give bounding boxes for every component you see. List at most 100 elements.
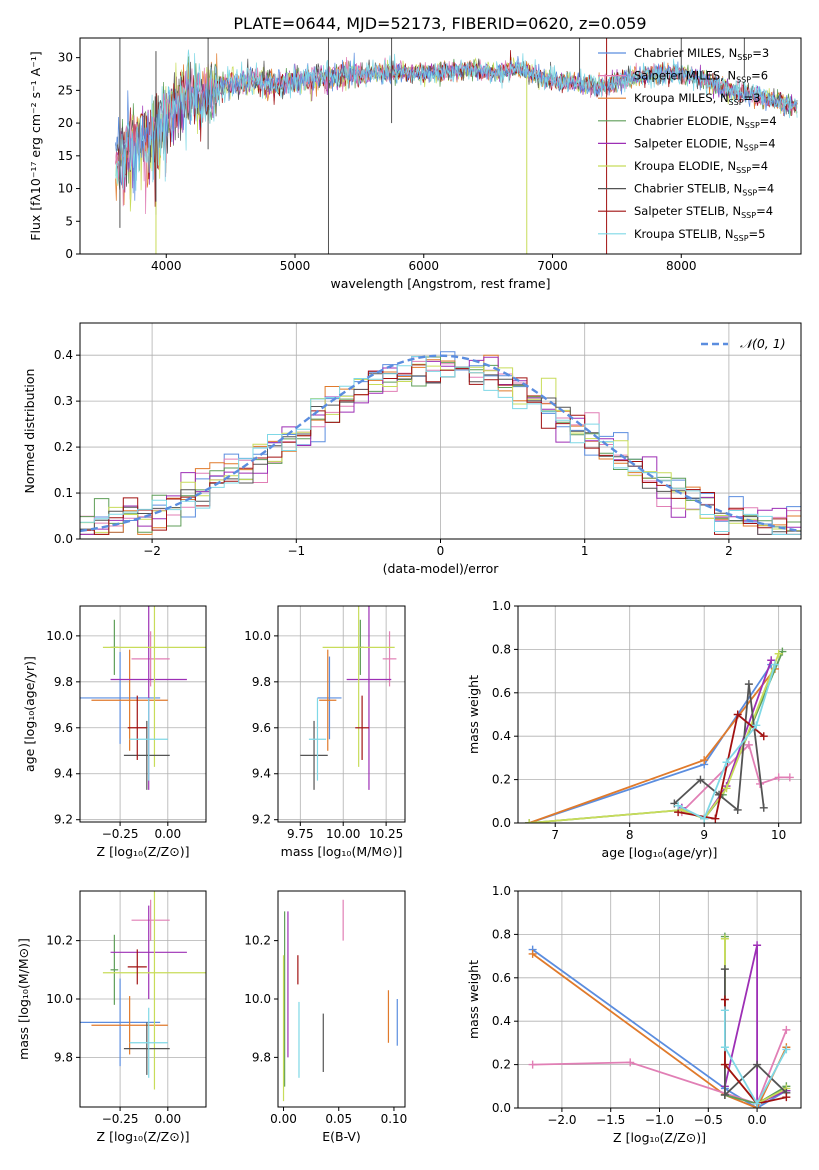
- y-tick-label: 0.4: [492, 729, 511, 743]
- x-tick-label: 0.00: [154, 827, 181, 841]
- y-tick-label: 9.6: [252, 721, 271, 735]
- weight-marker: [782, 1025, 791, 1034]
- y-tick-label: 0.2: [54, 440, 73, 454]
- y-tick-label: 9.8: [252, 1050, 271, 1064]
- y-tick-label: 0.0: [54, 532, 73, 546]
- x-axis-label: Z [log₁₀(Z/Z⊙)]: [97, 1129, 190, 1144]
- y-tick-label: 1.0: [492, 599, 511, 613]
- weight-marker: [700, 814, 709, 823]
- x-tick-label: 4000: [151, 259, 182, 273]
- weight-marker: [674, 801, 683, 810]
- errorbar-salpeter-elodie: [110, 905, 187, 999]
- weight-marker: [782, 1045, 791, 1054]
- y-axis-label: mass weight: [466, 675, 481, 754]
- panel-residuals: −2 −1 0 1 2 0.0 0.1 0.2 0.3 0.4 (data-model)/error…: [22, 322, 802, 576]
- x-tick-label: 0.05: [325, 1112, 352, 1126]
- plot-content-spectrum: [115, 38, 798, 254]
- y-tick-label: 0.3: [54, 394, 73, 408]
- x-tick-label: 0.0: [748, 1113, 767, 1127]
- y-axis-label: Flux [fλ10⁻¹⁷ erg cm⁻² s⁻¹ A⁻¹]: [28, 51, 43, 240]
- y-tick-label: 0.0: [492, 1101, 511, 1115]
- y-tick-label: 9.8: [54, 675, 73, 689]
- weight-line: [724, 945, 787, 1106]
- x-tick-label: 6000: [408, 259, 439, 273]
- weight-marker: [626, 1058, 635, 1067]
- y-axis-label: Normed distribution: [22, 369, 37, 494]
- x-axis-label: (data-model)/error: [383, 561, 500, 576]
- x-tick-label: −2.0: [547, 1113, 576, 1127]
- errorbar-kroupa-stelib: [129, 1007, 168, 1078]
- y-axis-label: age [log₁₀(age/yr)]: [22, 656, 37, 772]
- x-tick-label: 10: [771, 828, 786, 842]
- weight-marker: [744, 740, 753, 749]
- spectrum-line-chabrier-miles: [115, 52, 798, 201]
- weight-marker: [752, 721, 761, 730]
- axes-frame: [79, 37, 802, 255]
- y-tick-label: 0.6: [492, 686, 511, 700]
- panel-age-mass: 9.75 10.00 10.25 9.2 9.4 9.6 9.8 10.0 mass [log₁…: [244, 605, 406, 859]
- errorbar-chabrier-stelib: [123, 720, 170, 790]
- errorbar-kroupa-stelib: [129, 697, 168, 781]
- x-tick-label: 7: [551, 828, 559, 842]
- legend-label: Salpeter MILES, NSSP=6: [634, 69, 768, 85]
- plot-content-weight-age: [525, 647, 794, 823]
- y-tick-label: 0.0: [492, 816, 511, 830]
- y-tick-label: 10: [58, 182, 73, 196]
- x-tick-label: 0: [437, 544, 445, 558]
- x-axis-label: E(B-V): [322, 1129, 361, 1144]
- x-tick-label: −0.25: [102, 827, 139, 841]
- x-tick-label: 9: [700, 828, 708, 842]
- y-axis-label: mass [log₁₀(M/M⊙)]: [16, 938, 31, 1060]
- x-tick-label: −2: [143, 544, 161, 558]
- panel-mass-ebv: 0.00 0.05 0.10 9.8 10.0 10.2 E(B-V): [244, 890, 407, 1144]
- errorbar-salpeter-stelib: [355, 695, 369, 760]
- x-axis-label: age [log₁₀(age/yr)]: [602, 845, 718, 860]
- y-tick-label: 9.8: [252, 675, 271, 689]
- y-axis-label: mass weight: [466, 960, 481, 1039]
- x-tick-label: −1: [287, 544, 305, 558]
- y-tick-label: 0.2: [492, 773, 511, 787]
- weight-marker: [782, 1093, 791, 1102]
- weight-marker: [696, 775, 705, 784]
- y-tick-label: 10.0: [46, 629, 73, 643]
- weight-marker: [770, 660, 779, 669]
- weight-marker: [774, 773, 783, 782]
- errorbar-kroupa-miles: [91, 649, 168, 751]
- x-tick-label: −1.0: [645, 1113, 674, 1127]
- weight-line: [724, 1010, 788, 1106]
- normal-reference-curve: [80, 354, 801, 533]
- y-tick-label: 9.6: [54, 721, 73, 735]
- weight-series-kroupa-stelib: [720, 1006, 791, 1108]
- panel-spectrum: 4000 5000 6000 7000 8000 0 5 10 15 20 25 30 waveleng…: [28, 37, 802, 291]
- y-tick-label: 10.0: [244, 992, 271, 1006]
- x-axis-label: Z [log₁₀(Z/Z⊙)]: [97, 844, 190, 859]
- y-tick-label: 10.2: [46, 934, 73, 948]
- errorbar-chabrier-stelib: [300, 720, 328, 790]
- y-tick-label: 9.4: [54, 767, 73, 781]
- y-tick-label: 0.2: [492, 1058, 511, 1072]
- y-tick-label: 9.4: [252, 767, 271, 781]
- weight-marker: [720, 1043, 729, 1052]
- y-tick-label: 5: [65, 214, 73, 228]
- y-tick-label: 20: [58, 116, 73, 130]
- x-tick-label: −0.25: [102, 1112, 139, 1126]
- x-tick-label: −1.5: [596, 1113, 625, 1127]
- weight-marker: [759, 803, 768, 812]
- y-tick-label: 10.2: [244, 934, 271, 948]
- x-tick-label: 8000: [666, 259, 697, 273]
- x-tick-label: 2: [725, 544, 733, 558]
- panel-mass-Z: −0.25 0.00 9.8 10.0 10.2 Z [log₁₀(Z/Z⊙)] mass …: [16, 890, 207, 1144]
- errorbar-salpeter-stelib: [127, 949, 147, 985]
- weight-marker: [785, 773, 794, 782]
- weight-marker: [753, 1060, 762, 1069]
- errorbar-chabrier-elodie: [110, 934, 119, 1005]
- weight-marker: [528, 1060, 537, 1069]
- weight-marker: [733, 710, 742, 719]
- x-axis-label: mass [log₁₀(M/M⊙)]: [281, 844, 403, 859]
- errorbar-chabrier-miles: [80, 651, 161, 744]
- axes-frame: [277, 605, 406, 823]
- weight-marker: [528, 949, 537, 958]
- plot-content-mass-ebv: [282, 899, 398, 1102]
